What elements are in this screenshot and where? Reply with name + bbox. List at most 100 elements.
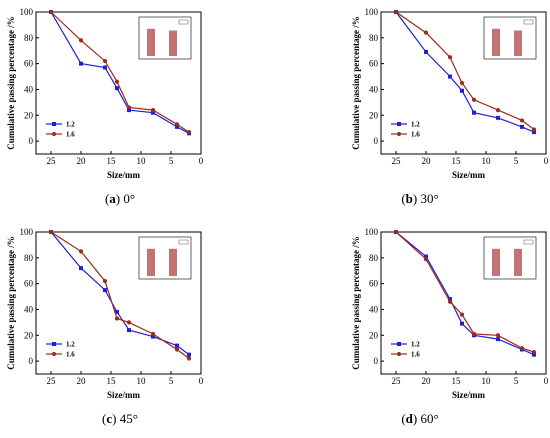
legend-marker [52,352,56,356]
y-tick-label: 80 [24,253,34,263]
x-tick-label: 5 [169,156,174,166]
series-line-1.2 [395,231,535,356]
x-tick-label: 25 [392,156,402,166]
y-axis-title: Cumulative passing percentage /% [6,236,16,370]
panel-c: 0 20 40 60 80 100 25 20 15 10 5 0 Size/mm Cumulative … [6,227,204,426]
x-tick-label: 5 [514,376,519,386]
data-point-1.6 [447,55,453,60]
y-tick-label: 60 [24,279,34,289]
data-point-1.6 [186,356,192,361]
data-point-1.6 [423,30,429,35]
data-point-1.2 [532,130,536,135]
y-tick-label: 60 [369,59,379,69]
data-point-1.2 [424,50,428,55]
data-point-1.2 [448,297,452,302]
data-point-1.2 [187,352,191,357]
data-point-1.6 [150,108,156,113]
data-point-1.2 [103,65,107,70]
x-tick-label: 0 [199,376,204,386]
legend-label: 1.2 [66,121,75,129]
legend-marker [52,122,56,126]
data-point-1.6 [186,129,192,135]
legend-label: 1.6 [411,351,420,359]
data-point-1.6 [78,249,84,254]
data-point-1.6 [126,105,132,110]
panel-caption: (b) 30° [401,191,438,206]
series-line-1.2 [395,11,535,133]
data-point-1.6 [114,316,120,321]
x-tick-label: 20 [422,376,432,386]
x-tick-label: 15 [452,156,462,166]
inset-bar [147,248,155,276]
inset-bar [169,30,177,56]
panel-d: 0 20 40 60 80 100 25 20 15 10 5 0 Size/mm Cumulative … [351,227,549,426]
data-point-1.2 [496,337,500,342]
data-point-1.6 [174,122,180,127]
inset-legend [178,19,189,25]
data-point-1.2 [103,288,107,293]
y-tick-label: 0 [29,356,34,366]
y-tick-label: 60 [369,279,379,289]
x-tick-label: 0 [199,156,204,166]
data-point-1.2 [115,86,119,91]
plot-frame [35,231,202,375]
inset-bar [514,30,522,56]
data-point-1.6 [519,118,525,123]
data-point-1.6 [48,9,54,15]
legend-marker [397,352,401,356]
x-tick-label: 20 [422,156,432,166]
data-point-1.6 [78,38,84,43]
legend-label: 1.2 [411,121,420,129]
y-tick-label: 80 [24,33,34,43]
x-axis-title: Size/mm [452,390,485,400]
panel-caption: (c) 45° [102,411,138,426]
y-axis-title: Cumulative passing percentage /% [351,236,361,370]
data-point-1.2 [151,110,155,115]
x-tick-label: 5 [169,376,174,386]
x-tick-label: 15 [452,376,462,386]
y-tick-label: 40 [24,304,34,314]
inset-legend [178,239,189,245]
data-point-1.6 [102,58,108,64]
data-point-1.6 [471,97,477,102]
inset-bar [169,248,177,276]
data-point-1.6 [531,349,537,355]
data-point-1.2 [460,88,464,93]
inset-bar [147,28,155,56]
data-point-1.2 [175,343,179,348]
x-axis-title: Size/mm [107,170,140,180]
data-point-1.6 [471,331,477,337]
y-tick-label: 20 [369,110,379,120]
panel-b: 0 20 40 60 80 100 25 20 15 10 5 0 Size/mm Cumulative … [351,7,549,206]
x-tick-label: 10 [482,156,492,166]
inset-legend [523,19,534,25]
x-tick-label: 0 [544,156,549,166]
plot-frame [35,11,202,155]
plot-frame [380,231,547,375]
y-tick-label: 40 [24,84,34,94]
y-tick-label: 0 [374,356,379,366]
x-tick-label: 10 [137,156,147,166]
data-point-1.2 [460,321,464,326]
inset-legend [523,239,534,245]
y-tick-label: 100 [20,227,34,237]
x-tick-label: 25 [47,156,57,166]
data-point-1.6 [459,80,465,86]
data-point-1.6 [423,257,429,262]
data-point-1.6 [447,299,453,304]
data-point-1.6 [48,229,54,235]
x-axis-title: Size/mm [107,390,140,400]
data-point-1.6 [519,346,525,351]
data-point-1.2 [472,110,476,115]
data-point-1.6 [174,347,180,352]
data-point-1.6 [114,79,120,84]
x-tick-label: 10 [137,376,147,386]
legend-marker [397,122,401,126]
data-point-1.2 [532,352,536,357]
x-tick-label: 5 [514,156,519,166]
legend-label: 1.6 [411,131,420,139]
y-tick-label: 20 [369,330,379,340]
series-line-1.2 [50,11,190,134]
